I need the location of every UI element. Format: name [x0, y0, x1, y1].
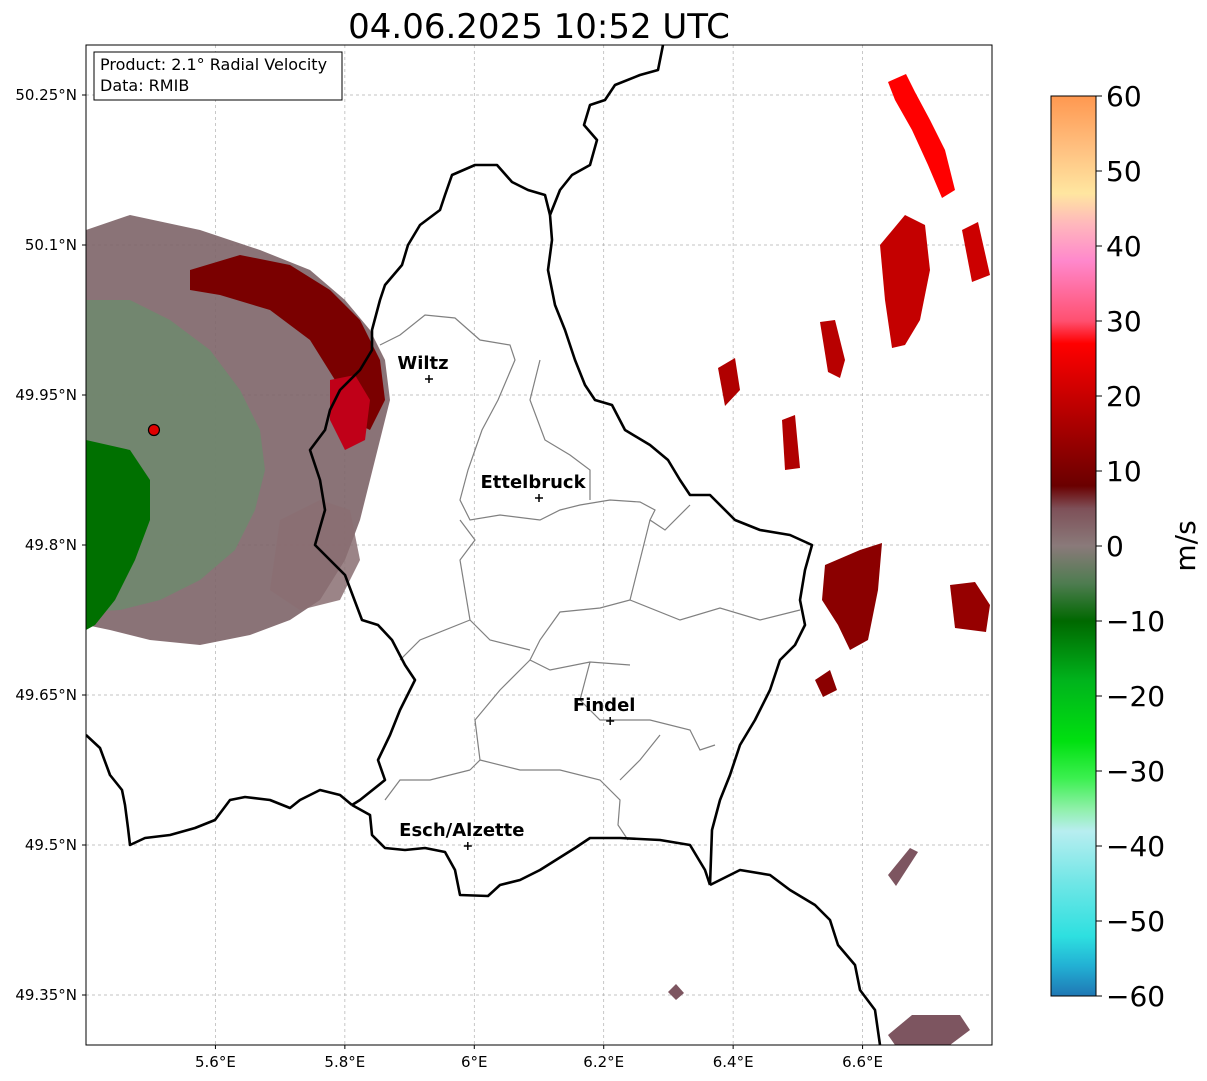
x-axis-ticks: 5.6°E 5.8°E 6°E 6.2°E 6.4°E 6.6°E	[195, 1045, 883, 1071]
echo-ne-cell-2	[880, 215, 930, 348]
radar-site-marker	[147, 423, 161, 437]
colorbar: 60 50 40 30 20 10 0 −10 −20 −30 −40 −50 −60 m/s	[1050, 80, 1202, 1013]
border-lux-south	[351, 803, 712, 898]
y-tick-label: 49.5°N	[25, 836, 77, 854]
city-ettelbruck: Ettelbruck	[480, 472, 587, 502]
echo-ne-cell-5	[718, 358, 740, 406]
radar-echoes	[86, 74, 990, 1045]
border-lux-belgium	[546, 45, 814, 886]
y-tick-label: 49.35°N	[15, 986, 77, 1004]
city-findel: Findel	[573, 695, 636, 725]
y-tick-label: 50.25°N	[15, 86, 77, 104]
info-product: Product: 2.1° Radial Velocity	[100, 55, 327, 74]
echo-red-accent	[330, 375, 370, 450]
colorbar-tick-label: −50	[1106, 905, 1165, 938]
echo-ne-cell-4	[820, 320, 845, 378]
city-markers: Wiltz Ettelbruck Findel Esch/Alzette	[397, 353, 635, 850]
city-label: Wiltz	[397, 353, 448, 374]
y-tick-label: 49.65°N	[15, 686, 77, 704]
border-germany-france	[709, 868, 882, 1045]
echo-se-muted-2	[888, 1015, 970, 1045]
map-title: 04.06.2025 10:52 UTC	[348, 7, 730, 47]
colorbar-tick-label: −40	[1106, 830, 1165, 863]
info-data-source: Data: RMIB	[100, 76, 189, 95]
echo-s-muted-3	[668, 984, 684, 1000]
colorbar-tick-label: −30	[1106, 755, 1165, 788]
info-box-frame	[93, 51, 343, 101]
y-tick-label: 49.8°N	[25, 536, 77, 554]
colorbar-tick-label: −20	[1106, 680, 1165, 713]
colorbar-tick-label: 0	[1106, 530, 1124, 563]
colorbar-gradient	[1050, 95, 1097, 997]
echo-e-cell-small	[815, 670, 837, 697]
colorbar-tick-label: 40	[1106, 230, 1142, 263]
city-label: Findel	[573, 695, 636, 716]
x-tick-label: 5.8°E	[324, 1053, 365, 1071]
x-tick-label: 6.6°E	[842, 1053, 883, 1071]
echo-north-dark-red	[190, 255, 385, 430]
x-tick-label: 5.6°E	[195, 1053, 236, 1071]
y-tick-label: 50.1°N	[25, 236, 77, 254]
x-tick-label: 6.4°E	[713, 1053, 754, 1071]
colorbar-tick-label: 50	[1106, 155, 1142, 188]
city-label: Ettelbruck	[480, 472, 586, 493]
echo-e-cell-big	[822, 543, 882, 650]
colorbar-unit-label: m/s	[1169, 520, 1202, 571]
border-france-belgium	[86, 734, 353, 847]
city-esch-alzette: Esch/Alzette	[399, 820, 524, 850]
echo-e-cell-right	[950, 582, 990, 632]
echo-ne-streak-1	[888, 74, 955, 198]
colorbar-tick-label: −60	[1106, 980, 1165, 1013]
y-axis-ticks: 50.25°N 50.1°N 49.95°N 49.8°N 49.65°N 49.5°N 4…	[15, 86, 86, 1004]
echo-lower-muted	[270, 500, 360, 610]
map-panel: 5.6°E 5.8°E 6°E 6.2°E 6.4°E 6.6°E 50.25°N 50.1…	[15, 44, 993, 1071]
echo-ne-cell-6	[782, 415, 800, 470]
border-lux-north	[308, 163, 552, 807]
country-borders	[86, 45, 882, 1045]
colorbar-tick-label: 10	[1106, 455, 1142, 488]
echo-west-green	[86, 440, 150, 630]
colorbar-tick-label: 20	[1106, 380, 1142, 413]
info-box: Product: 2.1° Radial Velocity Data: RMIB	[93, 51, 343, 101]
x-tick-label: 6.2°E	[583, 1053, 624, 1071]
colorbar-tick-label: 30	[1106, 305, 1142, 338]
y-tick-label: 49.95°N	[15, 386, 77, 404]
echo-se-muted-1	[888, 848, 918, 886]
x-tick-label: 6°E	[461, 1053, 488, 1071]
colorbar-tick-label: −10	[1106, 605, 1165, 638]
city-wiltz: Wiltz	[397, 353, 449, 383]
echo-ne-cell-3	[962, 222, 990, 282]
colorbar-tick-label: 60	[1106, 80, 1142, 113]
colorbar-ticks: 60 50 40 30 20 10 0 −10 −20 −30 −40 −50 −60	[1096, 80, 1165, 1013]
city-label: Esch/Alzette	[399, 820, 524, 841]
canton-borders	[379, 314, 801, 841]
